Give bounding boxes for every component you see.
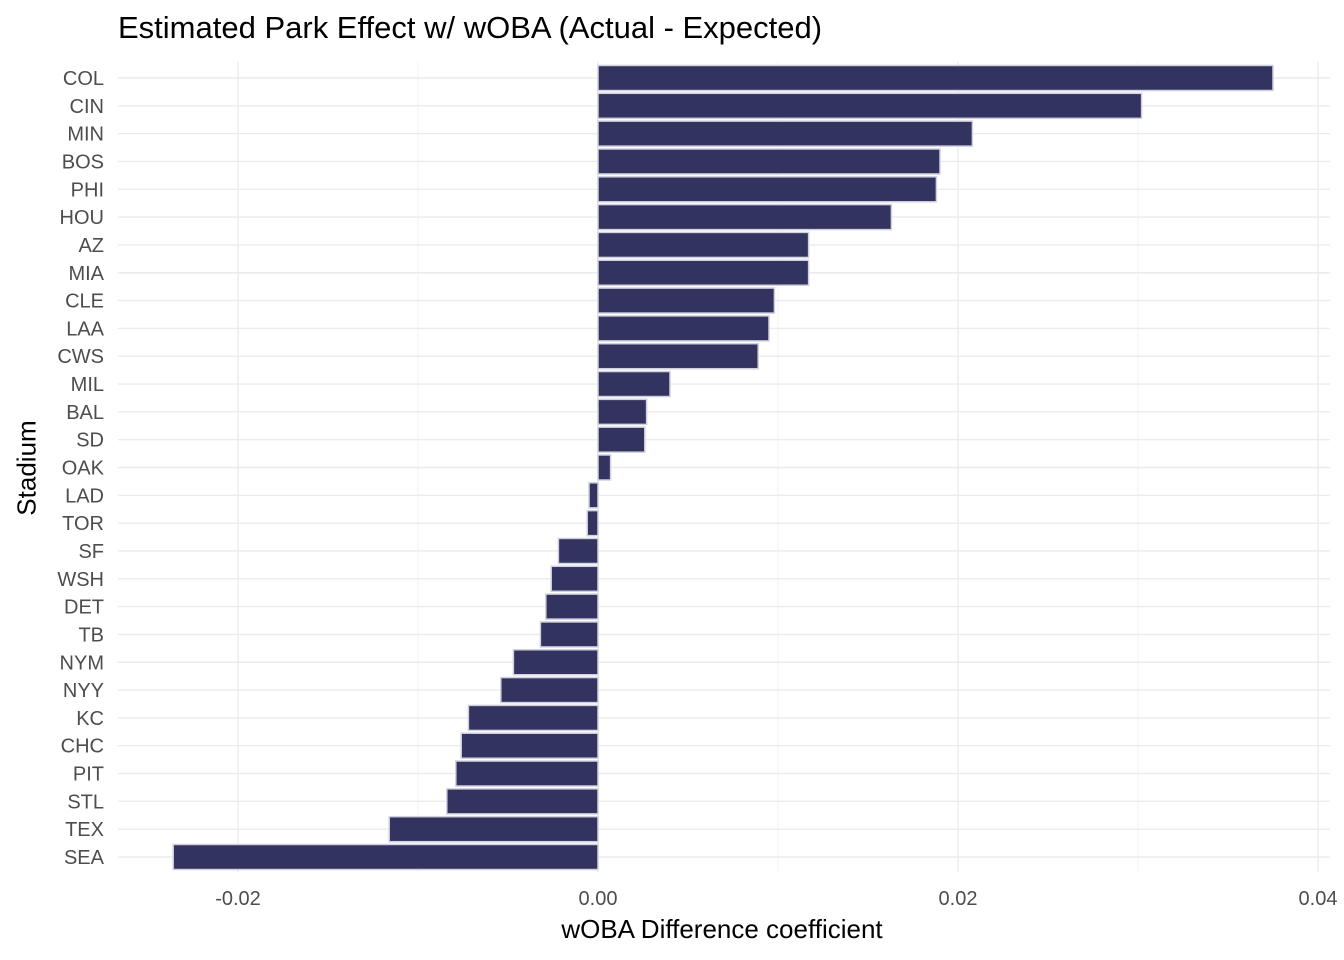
y-tick-det: DET	[64, 597, 104, 619]
bar-chc	[460, 732, 599, 759]
x-tick-label: 0.02	[939, 888, 978, 910]
bar-mia	[597, 259, 810, 286]
y-tick-oak: OAK	[62, 458, 105, 480]
y-tick-laa: LAA	[66, 318, 104, 340]
bar-cin	[597, 92, 1143, 120]
x-tick-label: 0.00	[579, 888, 618, 910]
bar-nyy	[500, 676, 599, 704]
y-tick-cws: CWS	[57, 346, 104, 368]
y-tick-hou: HOU	[60, 207, 104, 229]
bar-stl	[446, 788, 599, 815]
x-tick-label: -0.02	[215, 888, 261, 910]
y-tick-cle: CLE	[65, 291, 104, 313]
y-tick-nym: NYM	[60, 652, 104, 674]
x-tick-labels: -0.02 0.00 0.02 0.04	[215, 888, 1337, 910]
y-tick-min: MIN	[67, 124, 104, 146]
y-tick-bos: BOS	[62, 151, 104, 173]
bar-kc	[467, 704, 599, 732]
bars	[172, 64, 1274, 871]
x-axis-label: wOBA Difference coefficient	[561, 914, 883, 944]
y-tick-col: COL	[63, 68, 104, 90]
bar-tor	[586, 509, 599, 537]
y-tick-sf: SF	[78, 541, 104, 563]
y-tick-stl: STL	[67, 791, 104, 813]
y-tick-sd: SD	[76, 430, 104, 452]
bar-cws	[597, 342, 759, 370]
bar-col	[597, 64, 1274, 92]
bar-hou	[597, 203, 893, 231]
bar-cle	[597, 287, 776, 314]
bar-det	[545, 593, 599, 620]
bar-bos	[597, 148, 941, 175]
y-tick-phi: PHI	[71, 179, 104, 201]
y-tick-chc: CHC	[61, 736, 104, 758]
bar-bal	[597, 398, 648, 426]
bar-laa	[597, 315, 770, 342]
bar-pit	[455, 760, 599, 787]
y-tick-wsh: WSH	[57, 569, 104, 591]
bar-sf	[557, 537, 599, 565]
y-tick-az: AZ	[78, 235, 104, 257]
bar-tb	[539, 621, 599, 648]
bar-phi	[597, 176, 938, 203]
bar-tex	[388, 815, 599, 843]
x-tick-label: 0.04	[1299, 888, 1338, 910]
y-tick-tb: TB	[78, 624, 104, 646]
bar-az	[597, 231, 810, 259]
bar-lad	[588, 482, 599, 509]
y-tick-mil: MIL	[71, 374, 104, 396]
bar-mil	[597, 370, 671, 398]
chart-title: Estimated Park Effect w/ wOBA (Actual - …	[118, 10, 823, 45]
y-tick-nyy: NYY	[63, 680, 104, 702]
y-tick-cin: CIN	[70, 96, 104, 118]
y-tick-mia: MIA	[68, 263, 104, 285]
y-tick-tex: TEX	[65, 819, 104, 841]
y-tick-sea: SEA	[64, 847, 105, 869]
bar-min	[597, 120, 974, 147]
y-tick-kc: KC	[76, 708, 104, 730]
y-tick-lad: LAD	[65, 485, 104, 507]
y-tick-bal: BAL	[66, 402, 104, 424]
bar-oak	[597, 454, 612, 481]
bar-nym	[512, 649, 599, 676]
y-tick-labels: COL CIN MIN BOS PHI HOU AZ MIA CLE LAA CWS MIL BAL SD…	[57, 68, 104, 869]
bar-sea	[172, 843, 599, 871]
y-tick-tor: TOR	[62, 513, 104, 535]
y-tick-pit: PIT	[73, 764, 104, 786]
bar-sd	[597, 426, 646, 453]
bar-wsh	[550, 565, 599, 593]
